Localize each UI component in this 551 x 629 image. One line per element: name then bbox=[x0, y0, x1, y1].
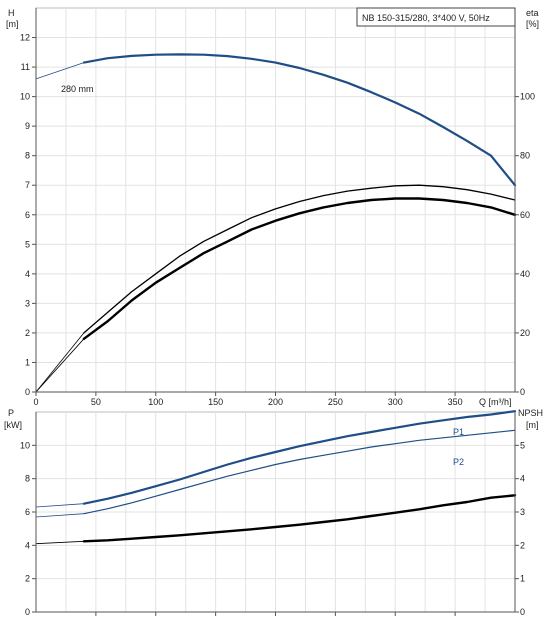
top-left-tick-label-2: 2 bbox=[25, 328, 30, 338]
top-right-tick-label-0: 0 bbox=[520, 387, 525, 397]
top-x-tick-label-200: 200 bbox=[268, 397, 283, 407]
bottom-p2-extension-line bbox=[35, 513, 84, 518]
bottom-right-axis-label: NPSH bbox=[518, 408, 543, 418]
top-left-tick-label-4: 4 bbox=[25, 269, 30, 279]
bottom-right-tick-label-5: 5 bbox=[520, 440, 525, 450]
top-eta-lower-extension-line bbox=[35, 338, 85, 393]
top-eta-upper-extension-line bbox=[35, 332, 85, 393]
top-head-curve bbox=[82, 53, 517, 187]
top-x-tick-label-50: 50 bbox=[91, 397, 101, 407]
top-left-tick-label-0: 0 bbox=[25, 387, 30, 397]
top-x-tick-label-100: 100 bbox=[148, 397, 163, 407]
bottom-left-axis-unit: [kW] bbox=[4, 420, 22, 430]
top-eta-lower-curve bbox=[82, 197, 517, 340]
top-right-tick-label-80: 80 bbox=[520, 151, 530, 161]
bottom-series bbox=[35, 410, 517, 545]
top-series bbox=[35, 53, 517, 393]
bottom-p1-curve bbox=[82, 410, 517, 505]
top-left-tick-label-1: 1 bbox=[25, 357, 30, 367]
top-right-axis-unit: [%] bbox=[526, 19, 539, 29]
top-left-tick-label-3: 3 bbox=[25, 298, 30, 308]
top-left-tick-label-7: 7 bbox=[25, 180, 30, 190]
bottom-right-axis-unit: [m] bbox=[526, 420, 539, 430]
top-left-tick-label-8: 8 bbox=[25, 151, 30, 161]
top-left-tick-label-5: 5 bbox=[25, 239, 30, 249]
bottom-left-tick-label-2: 2 bbox=[25, 574, 30, 584]
bottom-right-tick-label-0: 0 bbox=[520, 607, 525, 617]
bottom-npsh-extension-line bbox=[35, 540, 84, 545]
top-right-tick-label-60: 60 bbox=[520, 210, 530, 220]
top-x-tick-label-250: 250 bbox=[328, 397, 343, 407]
top-left-tick-label-11: 11 bbox=[21, 62, 30, 72]
bottom-left-tick-label-4: 4 bbox=[25, 540, 30, 550]
bottom-tick-labels: 0 2 4 6 8 10 0 1 2 3 4 5 bbox=[20, 440, 525, 617]
bottom-right-tick-label-1: 1 bbox=[520, 574, 525, 584]
top-left-tick-label-9: 9 bbox=[25, 121, 30, 131]
bottom-left-axis-label: P bbox=[8, 408, 14, 418]
power-npsh-panel: 0 2 4 6 8 10 0 1 2 3 4 5 P [kW] NPSH [m] P1 P2 bbox=[4, 408, 543, 617]
bottom-left-tick-label-0: 0 bbox=[25, 607, 30, 617]
top-left-tick-label-10: 10 bbox=[20, 92, 30, 102]
bottom-left-tick-label-10: 10 bbox=[20, 440, 30, 450]
bottom-grid bbox=[36, 412, 515, 612]
top-right-axis-label: eta bbox=[526, 8, 539, 18]
bottom-left-tick-label-8: 8 bbox=[25, 474, 30, 484]
title-box bbox=[356, 7, 516, 27]
p1-series-label: P1 bbox=[453, 427, 464, 437]
p2-series-label: P2 bbox=[453, 457, 464, 467]
bottom-p2-curve bbox=[83, 429, 516, 515]
bottom-right-tick-label-4: 4 bbox=[520, 474, 525, 484]
x-axis-label: Q [m³/h] bbox=[479, 397, 512, 407]
top-head-extension-line bbox=[35, 62, 85, 80]
top-left-tick-label-12: 12 bbox=[20, 33, 30, 43]
top-left-axis-label: H bbox=[8, 8, 15, 18]
bottom-p1-extension-line bbox=[35, 503, 84, 508]
top-eta-upper-curve bbox=[83, 184, 516, 334]
top-x-tick-label-300: 300 bbox=[388, 397, 403, 407]
top-x-tick-label-350: 350 bbox=[448, 397, 463, 407]
bottom-left-tick-label-6: 6 bbox=[25, 507, 30, 517]
bottom-npsh-curve bbox=[82, 494, 517, 543]
top-left-tick-label-6: 6 bbox=[25, 210, 30, 220]
top-right-tick-label-40: 40 bbox=[520, 269, 530, 279]
bottom-right-tick-label-3: 3 bbox=[520, 507, 525, 517]
chart-title: NB 150-315/280, 3*400 V, 50Hz bbox=[362, 13, 490, 23]
bottom-right-tick-label-2: 2 bbox=[520, 540, 525, 550]
top-left-axis-unit: [m] bbox=[6, 19, 19, 29]
top-x-tick-label-0: 0 bbox=[33, 397, 38, 407]
top-right-tick-label-20: 20 bbox=[520, 328, 530, 338]
top-x-tick-label-150: 150 bbox=[208, 397, 223, 407]
top-right-tick-label-100: 100 bbox=[520, 92, 535, 102]
impeller-diameter-label: 280 mm bbox=[61, 84, 94, 94]
